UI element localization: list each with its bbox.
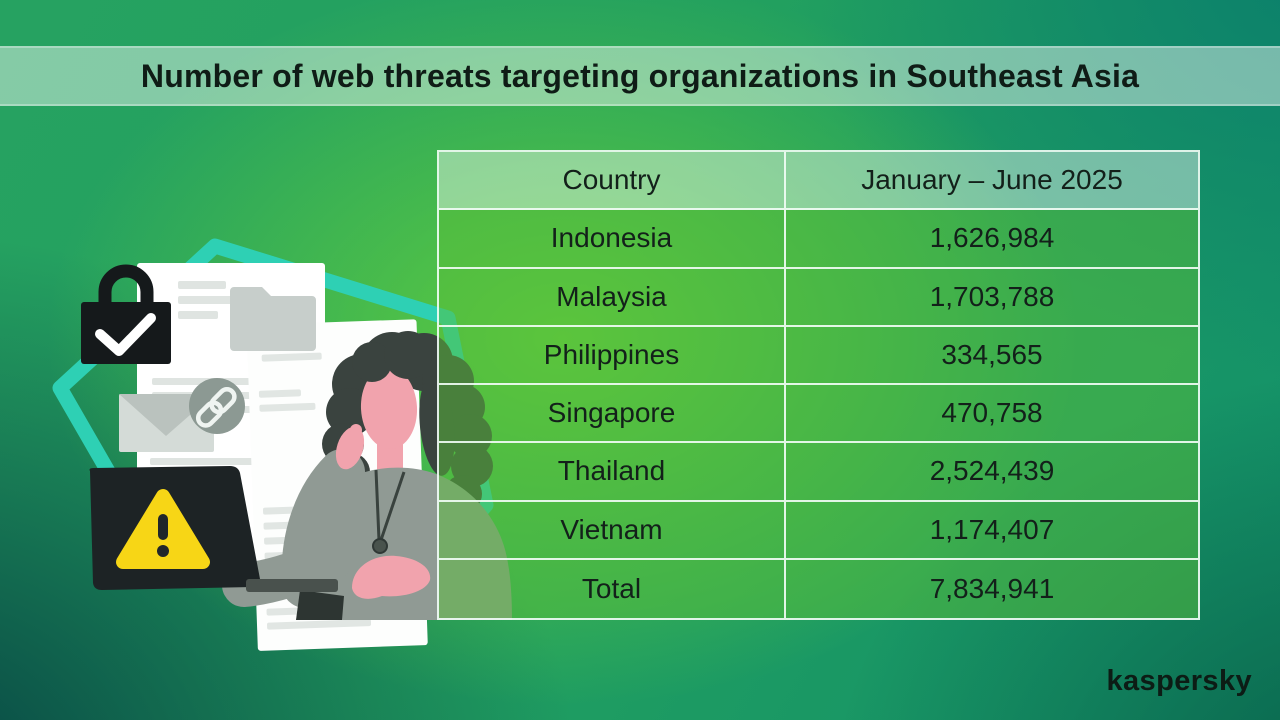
title-banner: Number of web threats targeting organiza… <box>0 46 1280 106</box>
value-cell: 470,758 <box>786 385 1198 444</box>
country-cell: Singapore <box>439 385 786 444</box>
value-cell: 1,626,984 <box>786 210 1198 269</box>
padlock-check-icon <box>81 264 171 364</box>
value-cell: 1,174,407 <box>786 501 1198 560</box>
country-cell: Total <box>439 559 786 618</box>
country-cell: Malaysia <box>439 268 786 327</box>
value-cell: 334,565 <box>786 326 1198 385</box>
value-cell: 7,834,941 <box>786 559 1198 618</box>
country-cell: Vietnam <box>439 501 786 560</box>
warning-triangle-icon <box>116 489 210 569</box>
column-header-period: January – June 2025 <box>786 152 1198 211</box>
country-cell: Thailand <box>439 443 786 502</box>
country-cell: Philippines <box>439 326 786 385</box>
kaspersky-logo: kaspersky <box>1106 665 1252 697</box>
country-cell: Indonesia <box>439 210 786 269</box>
value-cell: 1,703,788 <box>786 268 1198 327</box>
column-header-country: Country <box>439 152 786 211</box>
threats-table: Country January – June 2025 Indonesia 1,… <box>437 150 1200 620</box>
page-title: Number of web threats targeting organiza… <box>140 57 1140 94</box>
link-icon <box>189 378 245 434</box>
folder-icon <box>230 287 316 351</box>
value-cell: 2,524,439 <box>786 443 1198 502</box>
